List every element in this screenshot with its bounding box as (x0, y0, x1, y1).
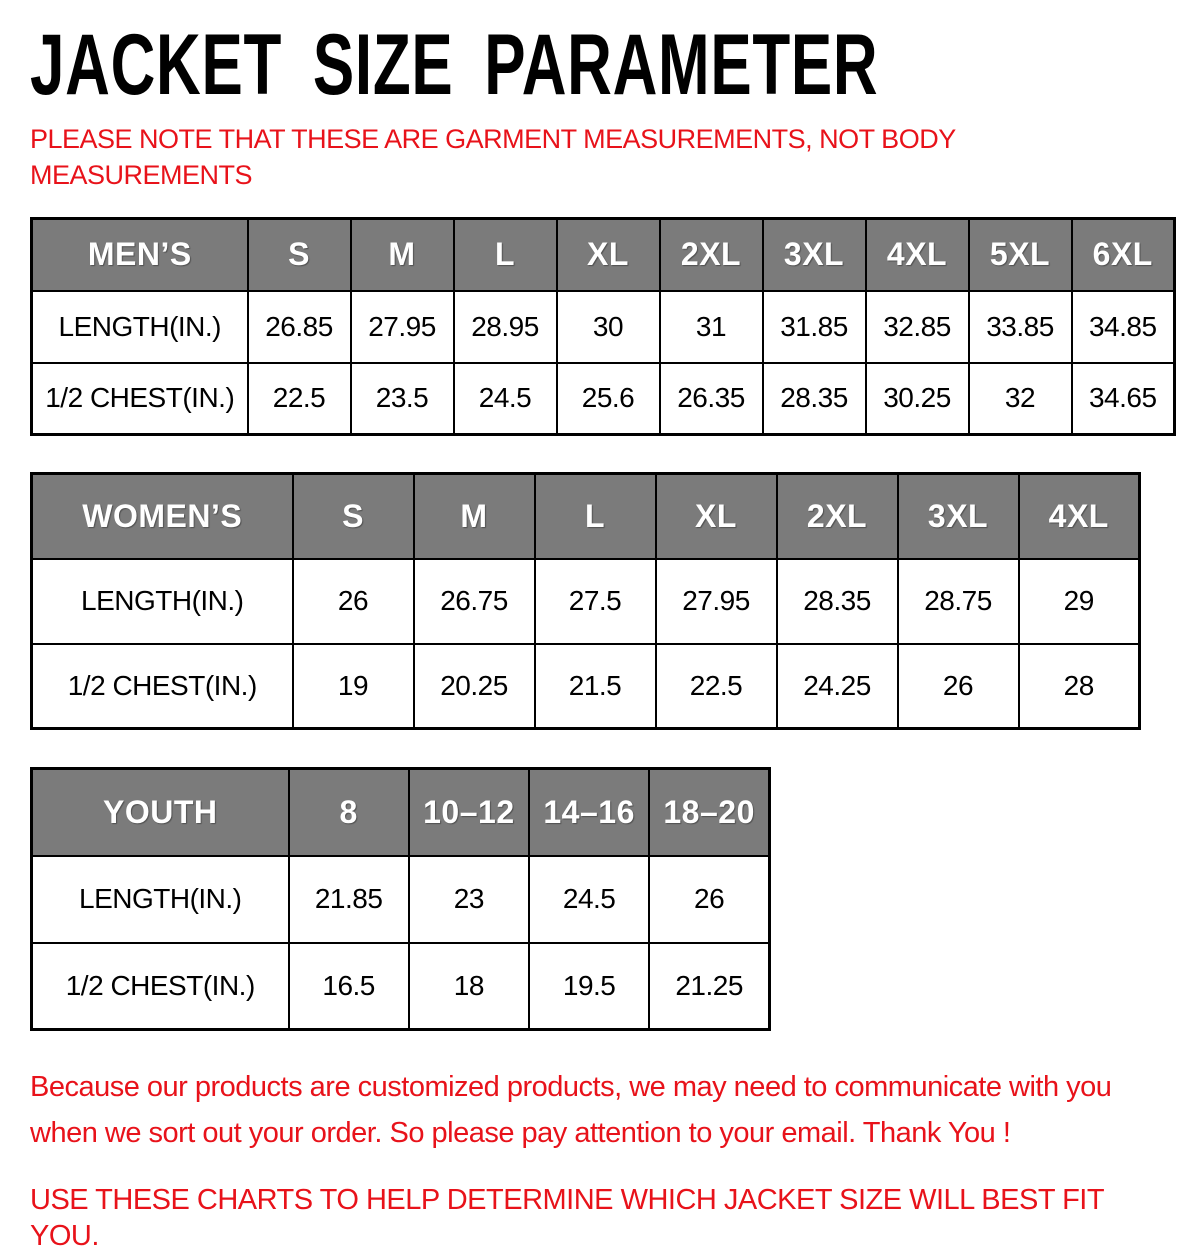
measurement-value-cell: 28 (1017, 642, 1141, 730)
measurement-value-cell: 23 (407, 854, 531, 944)
measurement-value-cell: 25.6 (555, 361, 661, 436)
measurement-row: 1/2 CHEST(IN.) 19 20.25 21.5 22.5 24.25 26 28 (30, 642, 1141, 730)
measurement-row: 1/2 CHEST(IN.) 16.5 18 19.5 21.25 (30, 941, 771, 1031)
table-title-cell: MEN’S (30, 217, 249, 292)
size-column-header: L (533, 472, 657, 560)
size-column-header: 4XL (864, 217, 970, 292)
measurement-value-cell: 19.5 (527, 941, 651, 1031)
womens-size-table: WOMEN’S S M L XL 2XL 3XL 4XL LENGTH(IN.) 26 26.75 2… (30, 472, 1141, 731)
size-column-header: 3XL (761, 217, 867, 292)
measurement-value-cell: 21.85 (287, 854, 410, 944)
measurement-value-cell: 26 (291, 557, 415, 645)
size-column-header: M (349, 217, 455, 292)
measurement-row: 1/2 CHEST(IN.) 22.5 23.5 24.5 25.6 26.35 28.35… (30, 361, 1176, 436)
size-column-header: 5XL (967, 217, 1073, 292)
measurement-value-cell: 28.75 (896, 557, 1020, 645)
size-column-header: S (246, 217, 352, 292)
measurement-row: LENGTH(IN.) 21.85 23 24.5 26 (30, 854, 771, 944)
measurement-label-cell: 1/2 CHEST(IN.) (30, 361, 249, 436)
measurement-value-cell: 31.85 (761, 289, 867, 364)
measurement-label-cell: LENGTH(IN.) (30, 557, 294, 645)
measurement-label-cell: 1/2 CHEST(IN.) (30, 941, 290, 1031)
size-column-header: XL (654, 472, 778, 560)
size-column-header: 10–12 (407, 767, 531, 857)
measurement-value-cell: 32.85 (864, 289, 970, 364)
measurement-row: LENGTH(IN.) 26.85 27.95 28.95 30 31 31.85 32.85… (30, 289, 1176, 364)
size-column-header: 18–20 (648, 767, 771, 857)
measurement-value-cell: 30.25 (864, 361, 970, 436)
measurement-value-cell: 29 (1017, 557, 1141, 645)
measurement-value-cell: 21.5 (533, 642, 657, 730)
chart-usage-note: USE THESE CHARTS TO HELP DETERMINE WHICH… (30, 1184, 1104, 1253)
size-column-header: 2XL (775, 472, 899, 560)
size-table-header-row: WOMEN’S S M L XL 2XL 3XL 4XL (30, 472, 1141, 560)
measurement-value-cell: 20.25 (412, 642, 536, 730)
measurement-value-cell: 24.25 (775, 642, 899, 730)
size-column-header: 3XL (896, 472, 1020, 560)
size-column-header: S (291, 472, 415, 560)
measurement-value-cell: 27.95 (654, 557, 778, 645)
garment-measurement-note: PLEASE NOTE THAT THESE ARE GARMENT MEASU… (30, 124, 956, 191)
measurement-value-cell: 26.75 (412, 557, 536, 645)
measurement-value-cell: 28.35 (761, 361, 867, 436)
measurement-value-cell: 18 (407, 941, 531, 1031)
measurement-value-cell: 22.5 (654, 642, 778, 730)
measurement-value-cell: 27.5 (533, 557, 657, 645)
size-table-header-row: MEN’S S M L XL 2XL 3XL 4XL 5XL 6XL (30, 217, 1176, 292)
measurement-value-cell: 33.85 (967, 289, 1073, 364)
size-column-header: L (452, 217, 558, 292)
table-title-cell: YOUTH (30, 767, 290, 857)
size-column-header: XL (555, 217, 661, 292)
size-column-header: M (412, 472, 536, 560)
size-table-header-row: YOUTH 8 10–12 14–16 18–20 (30, 767, 771, 857)
measurement-value-cell: 34.85 (1070, 289, 1176, 364)
size-column-header: 8 (287, 767, 410, 857)
measurement-value-cell: 34.65 (1070, 361, 1176, 436)
measurement-label-cell: LENGTH(IN.) (30, 854, 290, 944)
size-column-header: 4XL (1017, 472, 1141, 560)
measurement-value-cell: 24.5 (527, 854, 651, 944)
measurement-value-cell: 16.5 (287, 941, 410, 1031)
measurement-value-cell: 26.85 (246, 289, 352, 364)
measurement-value-cell: 31 (658, 289, 764, 364)
measurement-value-cell: 32 (967, 361, 1073, 436)
table-title-cell: WOMEN’S (30, 472, 294, 560)
measurement-value-cell: 26 (896, 642, 1020, 730)
size-column-header: 2XL (658, 217, 764, 292)
measurement-value-cell: 28.95 (452, 289, 558, 364)
measurement-value-cell: 23.5 (349, 361, 455, 436)
measurement-row: LENGTH(IN.) 26 26.75 27.5 27.95 28.35 28.75 29 (30, 557, 1141, 645)
measurement-value-cell: 28.35 (775, 557, 899, 645)
measurement-value-cell: 22.5 (246, 361, 352, 436)
size-column-header: 14–16 (527, 767, 651, 857)
measurement-value-cell: 24.5 (452, 361, 558, 436)
measurement-value-cell: 26 (648, 854, 771, 944)
youth-size-table: YOUTH 8 10–12 14–16 18–20 LENGTH(IN.) 21.85 23 2… (30, 767, 771, 1032)
measurement-value-cell: 21.25 (648, 941, 771, 1031)
mens-size-table: MEN’S S M L XL 2XL 3XL 4XL 5XL 6XL LENGTH(IN.) 26.8… (30, 217, 1176, 437)
customization-footer-note: Because our products are customized prod… (30, 1071, 1112, 1150)
page-title: JACKET SIZE PARAMETER (30, 17, 879, 113)
measurement-value-cell: 30 (555, 289, 661, 364)
measurement-value-cell: 26.35 (658, 361, 764, 436)
measurement-value-cell: 27.95 (349, 289, 455, 364)
size-column-header: 6XL (1070, 217, 1176, 292)
measurement-label-cell: LENGTH(IN.) (30, 289, 249, 364)
measurement-value-cell: 19 (291, 642, 415, 730)
measurement-label-cell: 1/2 CHEST(IN.) (30, 642, 294, 730)
